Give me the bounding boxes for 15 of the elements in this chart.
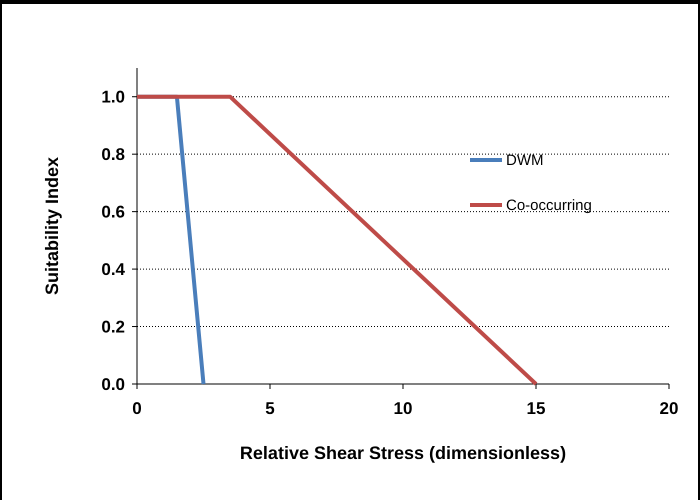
x-axis-title: Relative Shear Stress (dimensionless) bbox=[240, 443, 566, 463]
x-tick-label: 15 bbox=[526, 399, 546, 418]
legend-label: DWM bbox=[506, 152, 544, 169]
y-tick-label: 1.0 bbox=[101, 88, 125, 107]
y-tick-label: 0.6 bbox=[101, 202, 125, 222]
legend-label: Co-occurring bbox=[506, 197, 592, 214]
y-tick-label: 0.2 bbox=[101, 318, 125, 337]
x-tick-label: 10 bbox=[394, 399, 412, 418]
x-tick-label: 20 bbox=[660, 399, 678, 418]
y-axis-title: Suitability Index bbox=[42, 156, 62, 296]
y-tick-label: 0.8 bbox=[101, 145, 125, 164]
y-tick-label: 0.0 bbox=[101, 375, 125, 394]
x-tick-label: 5 bbox=[265, 399, 275, 418]
x-tick-label: 0 bbox=[132, 399, 142, 418]
y-tick-label: 0.4 bbox=[101, 260, 126, 280]
